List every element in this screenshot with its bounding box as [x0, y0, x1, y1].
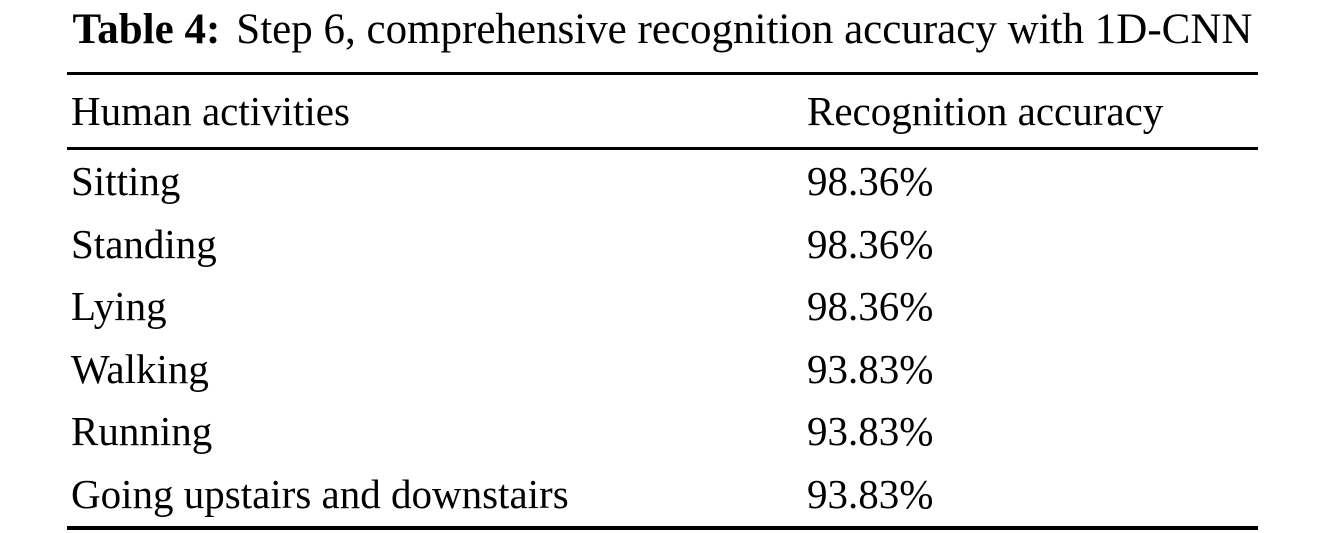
- table-caption-text: Step 6, comprehensive recognition accura…: [236, 6, 1253, 53]
- table-body: Sitting 98.36% Standing 98.36% Lying 98.…: [67, 150, 1258, 526]
- activity-cell: Standing: [71, 220, 217, 267]
- column-header-human-activities: Human activities: [71, 87, 350, 134]
- table-row: Walking 93.83%: [67, 338, 1258, 401]
- activity-cell: Going upstairs and downstairs: [71, 471, 569, 518]
- table-header-rule: [67, 147, 1258, 151]
- table-caption-label: Table 4:: [72, 6, 221, 53]
- activity-cell: Walking: [71, 345, 209, 392]
- table-top-rule: [67, 72, 1258, 76]
- accuracy-cell: 98.36%: [807, 158, 934, 205]
- table-row: Sitting 98.36%: [67, 150, 1258, 213]
- activity-cell: Lying: [71, 283, 167, 330]
- column-header-recognition-accuracy: Recognition accuracy: [807, 87, 1164, 134]
- table-bottom-rule: [67, 525, 1258, 530]
- activity-cell: Sitting: [71, 158, 181, 205]
- activity-cell: Running: [71, 408, 213, 455]
- accuracy-cell: 93.83%: [807, 345, 934, 392]
- table-caption: Table 4: Step 6, comprehensive recognitio…: [0, 0, 1325, 56]
- recognition-accuracy-table: Human activities Recognition accuracy Si…: [67, 72, 1258, 530]
- table-row: Standing 98.36%: [67, 213, 1258, 276]
- table-row: Running 93.83%: [67, 401, 1258, 464]
- accuracy-cell: 98.36%: [807, 220, 934, 267]
- table-row: Going upstairs and downstairs 93.83%: [67, 463, 1258, 526]
- accuracy-cell: 98.36%: [807, 283, 934, 330]
- table-header-row: Human activities Recognition accuracy: [67, 75, 1258, 147]
- accuracy-cell: 93.83%: [807, 408, 934, 455]
- accuracy-cell: 93.83%: [807, 471, 934, 518]
- table-row: Lying 98.36%: [67, 276, 1258, 339]
